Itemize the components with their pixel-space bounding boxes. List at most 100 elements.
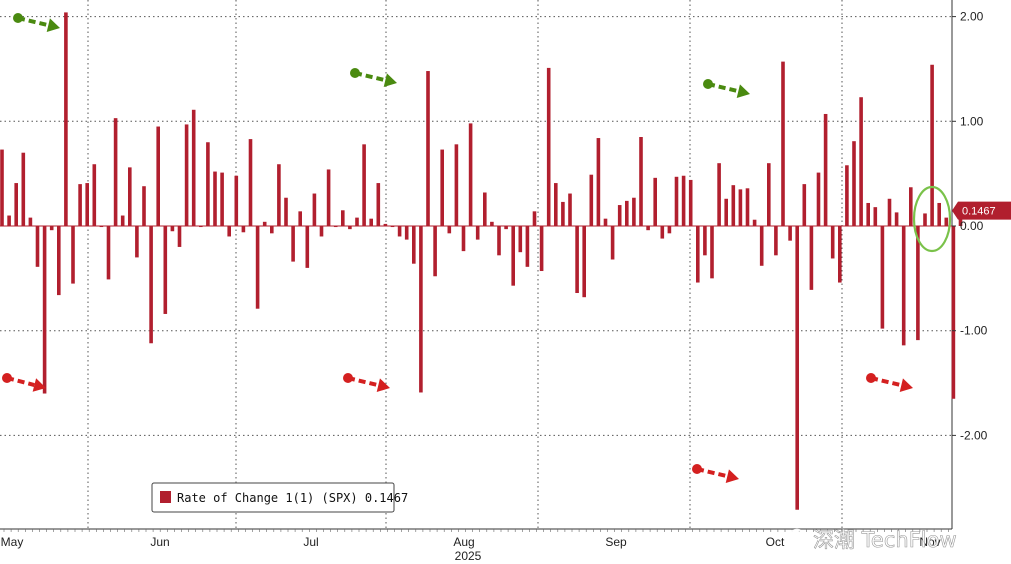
bar — [284, 197, 288, 226]
bar — [291, 226, 295, 262]
bar — [511, 226, 515, 286]
last-value-tag — [952, 201, 1011, 220]
green-arrow-icon — [13, 13, 60, 33]
bar-series — [0, 12, 963, 510]
bar — [0, 149, 4, 226]
bar — [312, 193, 317, 226]
bar — [419, 226, 423, 393]
bar — [227, 226, 231, 237]
bar — [759, 226, 764, 266]
bar — [426, 71, 430, 226]
bar — [738, 189, 743, 226]
bar — [270, 226, 274, 234]
bar — [369, 218, 373, 226]
bar — [625, 200, 629, 226]
bar — [362, 144, 366, 226]
bar — [106, 226, 111, 280]
bar — [845, 165, 849, 226]
bar — [199, 226, 203, 228]
y-axis: 2.00 1.00 0.00 -1.00 -2.00 — [952, 10, 988, 442]
bar — [142, 186, 146, 226]
bar — [909, 187, 913, 226]
bar — [632, 197, 636, 226]
bar — [21, 152, 26, 226]
bar — [830, 226, 835, 259]
bar — [767, 163, 771, 226]
bar — [241, 226, 246, 233]
x-tick-label: Aug — [453, 535, 474, 549]
x-axis: May Jun Jul Aug Sep Oct Nov — [1, 529, 949, 549]
bar — [433, 226, 437, 277]
bar — [688, 179, 693, 226]
bar — [156, 126, 160, 226]
bar — [475, 226, 480, 240]
bar — [617, 205, 622, 226]
bar — [653, 177, 657, 226]
bar — [603, 218, 608, 226]
bar — [120, 215, 125, 226]
bar — [35, 226, 40, 267]
bar — [724, 198, 728, 226]
latest-bar-highlight-circle — [912, 185, 952, 253]
red-arrow-icon — [866, 373, 913, 393]
bar — [490, 221, 494, 226]
bar — [128, 167, 132, 226]
bar — [348, 226, 352, 230]
bar — [404, 226, 409, 240]
x-tick-label: May — [1, 535, 24, 549]
bar — [262, 221, 267, 226]
bar — [440, 149, 444, 226]
bar — [873, 207, 878, 226]
bar — [852, 141, 856, 226]
bar — [561, 201, 565, 226]
x-tick-label: Sep — [605, 535, 627, 549]
x-tick-label: Oct — [766, 535, 785, 549]
bar — [554, 183, 558, 226]
bar — [85, 183, 89, 226]
bar — [333, 226, 338, 228]
bar — [717, 163, 721, 226]
year-label: 2025 — [455, 549, 482, 563]
bar — [468, 123, 473, 226]
bar — [206, 142, 210, 226]
y-tick-label: 0.00 — [960, 219, 984, 233]
bar — [397, 226, 402, 237]
watermark-logo-icon — [785, 528, 809, 552]
bar — [781, 61, 785, 227]
red-arrow-icon — [2, 373, 46, 392]
bar — [546, 67, 551, 227]
y-tick-label: 1.00 — [960, 114, 984, 128]
bar — [504, 226, 508, 230]
bar — [937, 202, 941, 226]
bar — [816, 172, 821, 226]
bar — [660, 226, 665, 239]
bar — [596, 138, 601, 226]
bar — [412, 226, 416, 264]
bar — [78, 184, 82, 226]
bar — [532, 211, 537, 226]
bar — [887, 198, 892, 226]
legend-label: Rate of Change 1(1) (SPX) 0.1467 — [177, 491, 408, 505]
legend-box — [151, 482, 395, 513]
bar — [497, 226, 501, 256]
bar — [930, 64, 934, 226]
bar — [7, 215, 11, 226]
bar — [71, 226, 75, 284]
bar — [703, 226, 707, 256]
bar — [163, 226, 168, 314]
bar — [447, 226, 452, 234]
bar — [277, 164, 281, 226]
red-arrow-icon — [692, 464, 739, 484]
bar — [639, 137, 643, 226]
grid-lines — [0, 0, 953, 530]
bar — [135, 226, 139, 258]
y-tick-label: -2.00 — [960, 428, 988, 442]
bar — [220, 172, 224, 226]
bar — [610, 226, 615, 260]
legend-swatch — [160, 491, 171, 503]
watermark: 深潮 TechFlow — [785, 528, 957, 552]
bar — [916, 226, 920, 341]
bar — [14, 183, 18, 226]
watermark-text: 深潮 TechFlow — [813, 528, 957, 552]
